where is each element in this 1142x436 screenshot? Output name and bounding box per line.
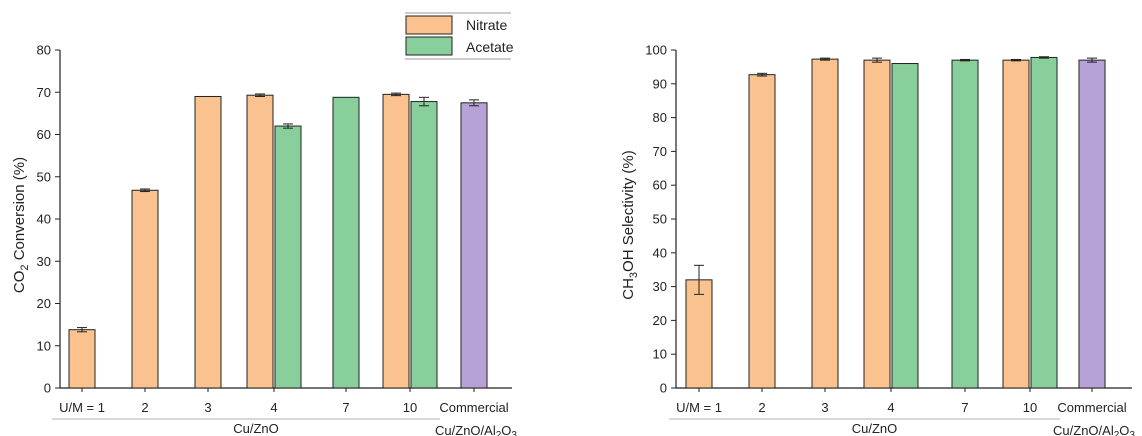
x-tick-label: Commercial (439, 400, 508, 415)
x-tick-label: 2 (758, 400, 765, 415)
bar-nitrate (194, 95, 222, 389)
group-label: Cu/ZnO (233, 421, 279, 436)
y-axis-label: CO2 Conversion (%) (11, 157, 31, 293)
bar-nitrate (68, 329, 96, 389)
bar-nitrate (863, 59, 891, 389)
y-tick-label: 90 (653, 76, 667, 91)
bar-nitrate (246, 94, 274, 389)
bar-acetate (410, 101, 438, 389)
y-tick-label: 60 (37, 127, 51, 142)
x-tick-label: U/M = 1 (676, 400, 722, 415)
x-tick-label: 10 (403, 400, 417, 415)
legend-label-acetate: Acetate (466, 39, 514, 55)
conversion-chart: 0 10 20 30 40 50 60 70 80 CO2 Conversion (%) U/M =… (11, 43, 517, 436)
y-tick-label: 40 (653, 245, 667, 260)
bar-nitrate (131, 189, 159, 389)
y-tick-label: 30 (653, 279, 667, 294)
y-tick-label: 20 (653, 313, 667, 328)
y-tick-label: 70 (653, 144, 667, 159)
selectivity-chart: 0 10 20 30 40 50 60 70 80 90 100 CH3OH Selectivity … (620, 43, 1135, 436)
commercial-formula-label: Cu/ZnO/Al2O3 (435, 423, 517, 436)
y-tick-label: 60 (653, 178, 667, 193)
y-tick-label: 0 (660, 381, 667, 396)
y-tick-label: 40 (37, 212, 51, 227)
x-tick-label: 3 (204, 400, 211, 415)
y-tick-label: 100 (645, 43, 667, 58)
y-tick-label: 50 (37, 169, 51, 184)
bar-nitrate (685, 279, 713, 389)
bar-acetate (891, 63, 919, 389)
bar-nitrate (1002, 59, 1030, 389)
x-tick-label: 10 (1023, 400, 1037, 415)
y-tick-label: 80 (653, 110, 667, 125)
x-tick-label: 4 (270, 400, 277, 415)
legend-swatch-nitrate (405, 15, 453, 35)
bar-nitrate (811, 58, 839, 389)
bar-commercial (460, 102, 488, 389)
legend-label-nitrate: Nitrate (466, 17, 507, 33)
x-tick-label: 7 (342, 400, 349, 415)
bar-acetate (1030, 56, 1058, 389)
x-tick-label: U/M = 1 (59, 400, 105, 415)
y-tick-label: 10 (653, 347, 667, 362)
legend-swatch-acetate (405, 36, 453, 56)
x-tick-label: 7 (961, 400, 968, 415)
legend: Nitrate Acetate (405, 12, 514, 60)
group-label: Cu/ZnO (852, 421, 898, 436)
y-tick-label: 10 (37, 338, 51, 353)
y-axis-label: CH3OH Selectivity (%) (620, 150, 640, 299)
bar-acetate (332, 96, 360, 389)
x-tick-label: 2 (141, 400, 148, 415)
x-tick-label: Commercial (1057, 400, 1126, 415)
y-tick-label: 0 (44, 381, 51, 396)
bar-acetate (274, 125, 302, 389)
bar-nitrate (748, 74, 776, 389)
commercial-formula-label: Cu/ZnO/Al2O3 (1053, 423, 1135, 436)
y-tick-label: 70 (37, 85, 51, 100)
y-tick-label: 30 (37, 254, 51, 269)
y-tick-label: 20 (37, 296, 51, 311)
y-tick-label: 80 (37, 43, 51, 58)
bar-acetate (951, 59, 979, 389)
x-tick-label: 3 (821, 400, 828, 415)
bar-nitrate (382, 93, 410, 389)
x-tick-label: 4 (887, 400, 894, 415)
y-tick-label: 50 (653, 212, 667, 227)
bar-commercial (1078, 59, 1106, 389)
